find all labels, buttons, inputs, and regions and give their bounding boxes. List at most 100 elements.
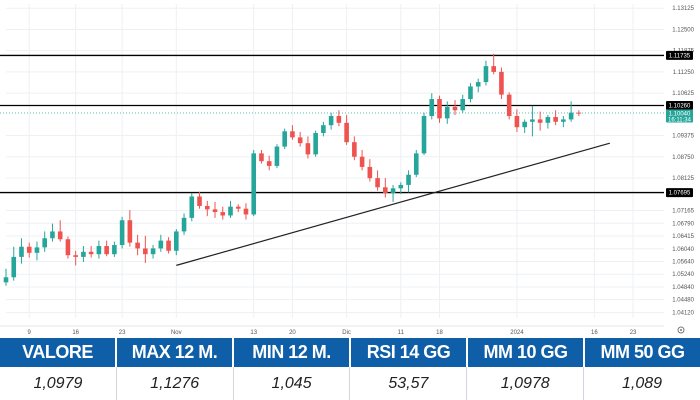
- current-price-tag: [666, 109, 693, 123]
- x-tick-label: 16: [591, 330, 598, 336]
- candle-body: [506, 94, 512, 117]
- stat-header-min-12m: MIN 12 M.: [234, 338, 351, 367]
- candle-body: [313, 132, 318, 155]
- y-tick-label: 1.12500: [672, 27, 694, 33]
- candle-body: [568, 112, 574, 120]
- candle-body: [468, 86, 473, 100]
- candle-body: [437, 99, 442, 119]
- candlestick-chart: 1.131251.125001.118751.112501.106251.093…: [0, 4, 695, 336]
- candle-body: [11, 256, 17, 278]
- y-tick-label: 1.10625: [672, 91, 694, 97]
- candle-body: [243, 208, 249, 215]
- candle-body: [235, 206, 241, 209]
- x-tick-label: 20: [289, 330, 296, 336]
- gear-icon: [677, 326, 685, 334]
- candle-body: [73, 255, 78, 257]
- y-tick-label: 1.11250: [673, 70, 695, 76]
- candle-body: [19, 246, 24, 257]
- candle-body: [514, 116, 520, 128]
- candle-body: [553, 117, 558, 122]
- candle-body: [499, 71, 504, 95]
- level-price-tag-label: 1.11735: [669, 53, 691, 59]
- candle-body: [112, 245, 117, 255]
- y-tick-label: 1.07165: [672, 209, 694, 215]
- candle-body: [413, 153, 419, 175]
- stat-header-valore: VALORE: [0, 338, 117, 367]
- candle-body: [158, 240, 164, 249]
- candle-body: [274, 146, 280, 166]
- stat-value-rsi-14gg: 53,57: [350, 367, 468, 400]
- gear-icon-center: [680, 329, 682, 331]
- candle-body: [65, 239, 71, 256]
- candle-body: [561, 119, 566, 122]
- y-tick-label: 1.08125: [672, 176, 694, 182]
- candle-body: [522, 121, 527, 128]
- stat-value-mm-50gg: 1,089: [622, 374, 663, 392]
- candle-body: [181, 217, 187, 232]
- level-price-tag: [666, 100, 693, 110]
- candle-body: [545, 117, 551, 123]
- y-tick-label: 1.08750: [672, 155, 694, 161]
- y-tick-label: 1.05640: [672, 259, 694, 265]
- candle-body: [96, 246, 102, 255]
- x-tick-label: 16: [72, 330, 79, 336]
- y-tick-label: 1.09375: [672, 134, 694, 140]
- x-tick-label: 9: [28, 330, 32, 336]
- x-tick-label: 23: [119, 330, 126, 336]
- candle-body: [143, 248, 148, 255]
- candle-body: [460, 99, 466, 111]
- candle-body: [398, 184, 404, 189]
- candle-body: [3, 277, 9, 283]
- candle-body: [336, 116, 342, 123]
- candle-body: [166, 240, 171, 251]
- x-tick-label: 23: [630, 330, 637, 336]
- candle-body: [321, 125, 326, 133]
- stat-value-max-12m: 1,1276: [117, 367, 234, 400]
- candle-body: [359, 156, 365, 167]
- trend-line: [176, 142, 610, 266]
- candle-body: [212, 209, 218, 213]
- stat-value-min-12m: 1,045: [234, 367, 351, 400]
- candle-body: [375, 178, 380, 188]
- current-price-countdown: 16:11:34: [668, 117, 692, 123]
- candle-body: [81, 251, 86, 257]
- candle-body: [483, 66, 489, 83]
- candle-body: [42, 238, 48, 248]
- candle-body: [119, 220, 125, 246]
- stat-value-valore: 1,0979: [0, 367, 117, 400]
- y-tick-label: 1.04840: [672, 285, 694, 291]
- x-tick-label: 11: [398, 330, 405, 336]
- candle-body: [150, 248, 156, 255]
- current-price-tag-label: 1.10040: [669, 111, 691, 117]
- candle-body: [135, 242, 140, 249]
- x-tick-label: 13: [250, 330, 257, 336]
- y-tick-label: 1.04480: [672, 298, 694, 304]
- candle-body: [421, 116, 427, 154]
- candle-body: [104, 246, 109, 255]
- price-chart: 1.131251.125001.118751.112501.106251.093…: [0, 4, 695, 336]
- stats-header-row: VALORE MAX 12 M. MIN 12 M. RSI 14 GG MM …: [0, 338, 700, 367]
- candle-body: [34, 247, 40, 253]
- candle-body: [452, 106, 458, 111]
- candle-body: [197, 196, 202, 206]
- candle-body: [530, 119, 535, 122]
- stat-value-mm-10gg: 1,0978: [467, 367, 585, 400]
- x-tick-label: 18: [436, 330, 443, 336]
- candle-body: [367, 166, 373, 179]
- candle-body: [282, 131, 287, 147]
- candle-body: [491, 66, 496, 72]
- y-tick-label: 1.06040: [672, 247, 694, 253]
- candle-body: [228, 206, 233, 216]
- x-tick-label: Nov: [171, 330, 182, 336]
- candle-body: [352, 142, 357, 157]
- candle-body: [220, 212, 226, 216]
- candle-body: [88, 251, 94, 255]
- stat-header-max-12m: MAX 12 M.: [117, 338, 234, 367]
- level-price-tag-label: 1.10260: [669, 103, 691, 109]
- x-tick-label: 2024: [510, 330, 524, 336]
- candle-body: [537, 119, 543, 123]
- candle-body: [305, 143, 311, 155]
- y-tick-label: 1.05240: [672, 272, 694, 278]
- candle-body: [26, 246, 32, 253]
- stat-header-mm-50gg: MM 50 GG: [600, 342, 685, 362]
